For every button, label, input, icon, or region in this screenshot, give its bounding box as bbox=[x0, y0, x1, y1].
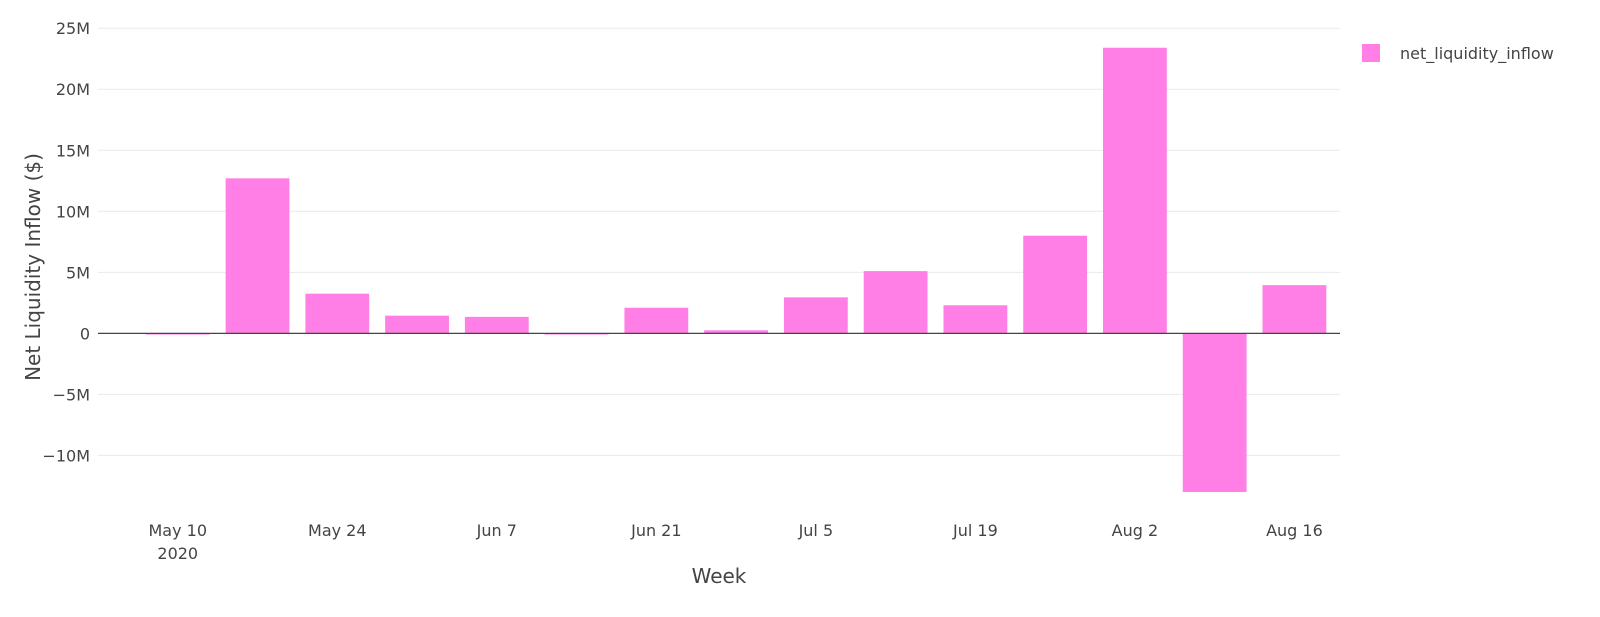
y-axis-title: Net Liquidity Inflow ($) bbox=[21, 153, 45, 381]
bar[interactable] bbox=[704, 330, 768, 334]
x-tick-label: May 10 bbox=[148, 521, 207, 540]
bar[interactable] bbox=[624, 307, 689, 334]
y-tick-label: −10M bbox=[42, 446, 90, 465]
legend-swatch[interactable] bbox=[1362, 44, 1380, 62]
y-tick-label: 20M bbox=[56, 80, 90, 99]
bar[interactable] bbox=[1182, 333, 1247, 493]
legend[interactable]: net_liquidity_inflow bbox=[1362, 44, 1554, 64]
x-axis-title: Week bbox=[692, 564, 747, 588]
y-axis-ticks: −10M −5M 0 5M 10M 15M 20M 25M bbox=[42, 19, 90, 465]
x-tick-label: Jun 7 bbox=[476, 521, 517, 540]
x-tick-sublabel: 2020 bbox=[157, 544, 198, 563]
x-tick-label: Jul 5 bbox=[798, 521, 834, 540]
x-tick-label: May 24 bbox=[308, 521, 367, 540]
gridlines bbox=[98, 27, 1340, 456]
bar[interactable] bbox=[1023, 235, 1088, 334]
bar[interactable] bbox=[863, 271, 928, 334]
y-tick-label: −5M bbox=[53, 385, 90, 404]
bar[interactable] bbox=[783, 297, 848, 334]
bar[interactable] bbox=[305, 293, 370, 334]
y-tick-label: 25M bbox=[56, 19, 90, 38]
bar[interactable] bbox=[464, 316, 529, 334]
y-tick-label: 15M bbox=[56, 141, 90, 160]
y-tick-label: 10M bbox=[56, 202, 90, 221]
x-axis-ticks: May 10 2020 May 24 Jun 7 Jun 21 Jul 5 Jul 19 Au… bbox=[148, 521, 1322, 563]
bar[interactable] bbox=[225, 178, 290, 334]
x-tick-label: Aug 16 bbox=[1266, 521, 1323, 540]
bars bbox=[145, 47, 1327, 493]
legend-label[interactable]: net_liquidity_inflow bbox=[1400, 44, 1554, 64]
y-tick-label: 0 bbox=[80, 324, 90, 343]
x-tick-label: Aug 2 bbox=[1112, 521, 1159, 540]
x-tick-label: Jun 21 bbox=[630, 521, 681, 540]
y-tick-label: 5M bbox=[66, 263, 90, 282]
bar[interactable] bbox=[1102, 47, 1167, 334]
bar[interactable] bbox=[1262, 285, 1327, 334]
bar[interactable] bbox=[385, 315, 449, 334]
bar[interactable] bbox=[943, 305, 1008, 334]
x-tick-label: Jul 19 bbox=[952, 521, 998, 540]
